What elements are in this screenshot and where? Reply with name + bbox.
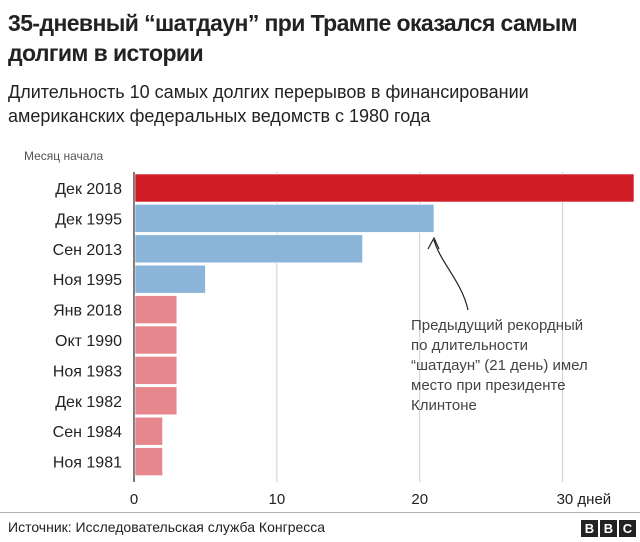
annotation-arrow bbox=[433, 239, 469, 311]
bar bbox=[134, 386, 178, 416]
annotation-arrowhead bbox=[427, 236, 440, 250]
annotation-text: Предыдущий рекордный по длительности “шатд… bbox=[411, 317, 588, 414]
axis-caption: Месяц начала bbox=[24, 149, 103, 163]
x-tick-labels: 0 10 20 30 дней bbox=[130, 491, 611, 508]
category-label: Дек 1995 bbox=[55, 211, 122, 228]
category-label: Окт 1990 bbox=[55, 333, 122, 350]
annotation-line: Предыдущий рекордный bbox=[411, 317, 583, 334]
bar bbox=[134, 264, 206, 294]
bar bbox=[134, 416, 163, 446]
bar bbox=[134, 234, 363, 264]
bars bbox=[134, 173, 635, 476]
annotation-line: место при президенте bbox=[411, 377, 566, 394]
logo-letter: C bbox=[619, 520, 636, 537]
annotation: Предыдущий рекордный по длительности “шатд… bbox=[411, 236, 588, 414]
bar bbox=[134, 204, 435, 233]
footer-divider bbox=[0, 512, 640, 513]
x-tick-label: 10 bbox=[269, 491, 286, 508]
bar bbox=[134, 325, 178, 355]
bar bbox=[134, 356, 178, 385]
category-label: Янв 2018 bbox=[53, 303, 122, 320]
logo-letter: B bbox=[600, 520, 617, 537]
x-tick-label: 0 bbox=[130, 491, 138, 508]
bar bbox=[134, 295, 178, 324]
category-label: Ноя 1995 bbox=[53, 272, 122, 289]
x-tick-label: 30 дней bbox=[557, 491, 612, 508]
bbc-logo: B B C bbox=[581, 520, 636, 537]
category-label: Сен 2013 bbox=[53, 242, 122, 259]
category-labels: Дек 2018 Дек 1995 Сен 2013 Ноя 1995 Янв 2018… bbox=[53, 181, 122, 472]
logo-letter: B bbox=[581, 520, 598, 537]
category-label: Ноя 1983 bbox=[53, 363, 122, 380]
category-label: Дек 1982 bbox=[55, 394, 122, 411]
bar-chart: Месяц начала Дек 2018 Дек 1995 Сен 2013 Ноя… bbox=[24, 149, 635, 508]
chart-title: 35-дневный “шатдаун” при Трампе оказался… bbox=[8, 10, 578, 66]
source-note: Источник: Исследовательская служба Конгр… bbox=[8, 519, 326, 535]
bar bbox=[134, 173, 635, 203]
category-label: Сен 1984 bbox=[53, 424, 122, 441]
bar bbox=[134, 447, 163, 476]
x-tick-label: 20 bbox=[411, 491, 428, 508]
category-label: Ноя 1981 bbox=[53, 455, 122, 472]
chart-subtitle: Длительность 10 самых долгих перерывов в… bbox=[8, 82, 529, 126]
annotation-line: по длительности bbox=[411, 337, 528, 354]
annotation-line: Клинтоне bbox=[411, 397, 477, 414]
annotation-line: “шатдаун” (21 день) имел bbox=[411, 357, 588, 374]
category-label: Дек 2018 bbox=[55, 181, 122, 198]
